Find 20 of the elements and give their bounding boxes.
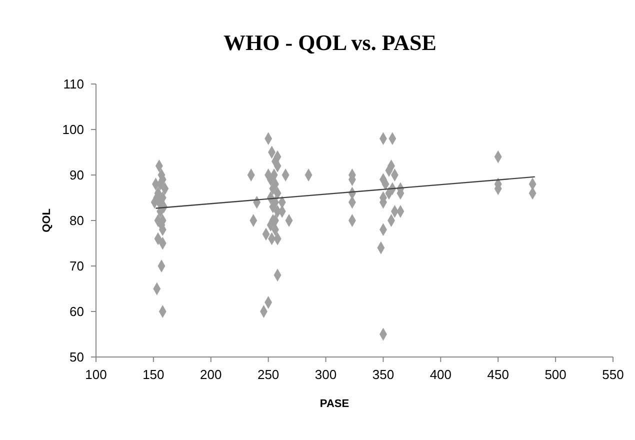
y-tick-label: 80: [70, 213, 84, 228]
y-tick-label: 70: [70, 258, 84, 274]
y-tick-label: 110: [63, 76, 84, 92]
x-tick-label: 450: [487, 367, 509, 382]
x-tick-label: 100: [85, 367, 107, 382]
x-tick-label: 200: [200, 367, 222, 382]
y-tick-label: 90: [70, 168, 84, 182]
chart-title: WHO - QOL vs. PASE: [224, 30, 436, 55]
y-tick-label: 50: [70, 350, 84, 364]
y-axis-title: QOL: [41, 208, 53, 232]
x-tick-label: 350: [372, 367, 394, 382]
x-tick-label: 550: [602, 367, 624, 382]
x-tick-label: 300: [314, 367, 337, 382]
x-tick-label: 150: [142, 367, 164, 382]
x-tick-label: 500: [544, 367, 566, 382]
y-tick-label: 60: [70, 304, 84, 319]
x-axis-title: PASE: [320, 398, 350, 410]
x-tick-label: 400: [430, 367, 452, 382]
x-tick-label: 250: [257, 367, 280, 382]
y-tick-label: 100: [62, 122, 84, 137]
